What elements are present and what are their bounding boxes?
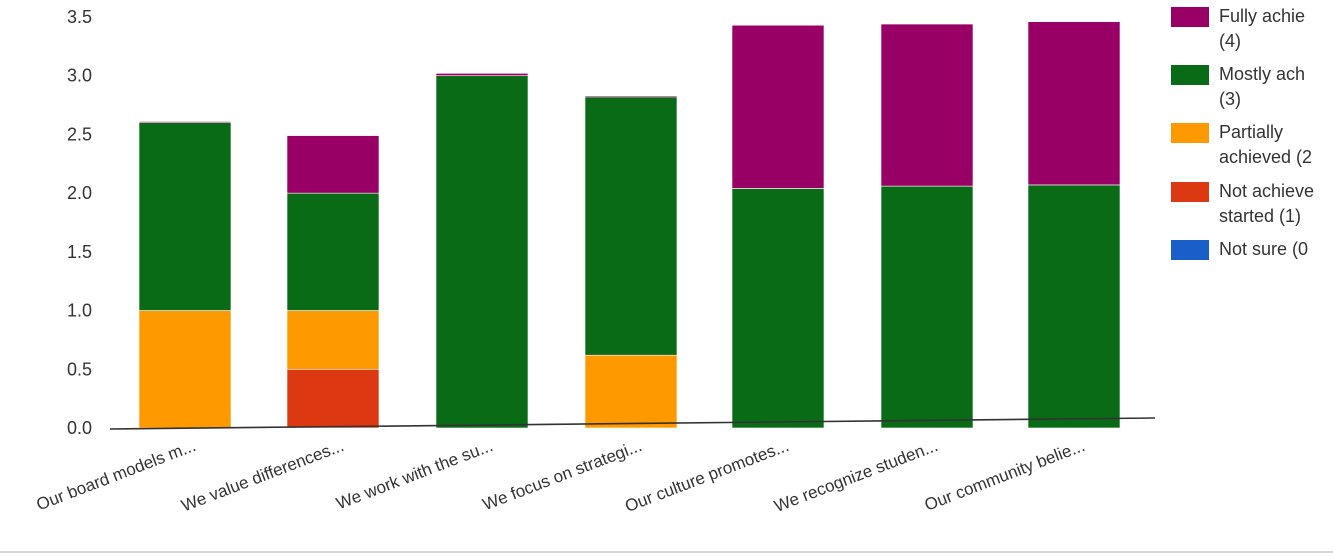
y-tick-label: 0.0 [67,418,92,438]
bar-segment [286,310,380,370]
legend-label: Partially [1219,122,1283,142]
y-tick-label: 3.0 [67,66,92,86]
x-category-label: We recognize studen... [772,436,941,516]
x-category-label: We focus on strategi... [480,436,644,514]
bar-segment [138,121,232,123]
legend-swatch [1171,182,1209,202]
legend-swatch [1171,123,1209,143]
y-axis: 0.0 0.5 1.0 1.5 2.0 2.5 3.0 3.5 [67,7,92,438]
bar-segment [1027,184,1121,429]
bar-segment [584,354,678,429]
bars [138,21,1121,429]
bar-segment [584,96,678,356]
bar-segment [286,368,380,429]
legend: Fully achie (4) Mostly ach (3) Partially achi… [1171,6,1314,260]
bar-segment [584,95,678,98]
legend-label: Fully achie [1219,6,1305,26]
legend-swatch [1171,240,1209,260]
legend-label: started (1) [1219,206,1301,226]
x-axis-line [109,417,1156,430]
y-tick-label: 2.5 [67,124,92,144]
y-tick-label: 0.5 [67,359,92,379]
bar-segment [731,188,825,429]
legend-label: Not sure (0 [1219,239,1308,259]
legend-swatch [1171,7,1209,27]
y-tick-label: 2.0 [67,183,92,203]
legend-label: (4) [1219,31,1241,51]
bar-segment [1027,21,1121,186]
legend-swatch [1171,65,1209,85]
x-category-label: Our community belie... [922,436,1088,515]
bar-segment [731,24,825,189]
bar-segment [286,192,380,311]
bar-segment [435,75,529,429]
x-category-label: Our culture promotes... [622,436,791,516]
scan-edge-line [0,551,1333,553]
x-category-label: We value differences... [179,436,347,515]
legend-label: achieved (2 [1219,147,1312,167]
bar-segment [138,122,232,311]
x-category-label: We work with the su... [334,436,496,513]
bar-segment [880,23,974,187]
legend-label: Mostly ach [1219,64,1305,84]
bar-segment [435,73,529,77]
y-tick-label: 1.5 [67,242,92,262]
x-axis: Our board models m...We value difference… [34,417,1156,516]
y-tick-label: 3.5 [67,7,92,27]
x-category-label: Our board models m... [34,436,199,514]
bar-segment [880,185,974,429]
legend-label: (3) [1219,89,1241,109]
y-tick-label: 1.0 [67,301,92,321]
legend-label: Not achieve [1219,181,1314,201]
bar-segment [286,135,380,194]
bar-segment [138,310,232,429]
